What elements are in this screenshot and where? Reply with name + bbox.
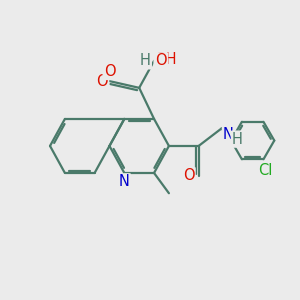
Text: O: O — [183, 168, 195, 183]
Text: H: H — [232, 132, 243, 147]
Text: H: H — [140, 53, 151, 68]
Text: N: N — [223, 127, 234, 142]
Text: O: O — [97, 74, 108, 88]
Text: OH: OH — [154, 52, 177, 67]
Text: Cl: Cl — [258, 163, 272, 178]
Text: O: O — [155, 53, 167, 68]
Text: O: O — [104, 64, 115, 79]
Text: N: N — [119, 174, 130, 189]
